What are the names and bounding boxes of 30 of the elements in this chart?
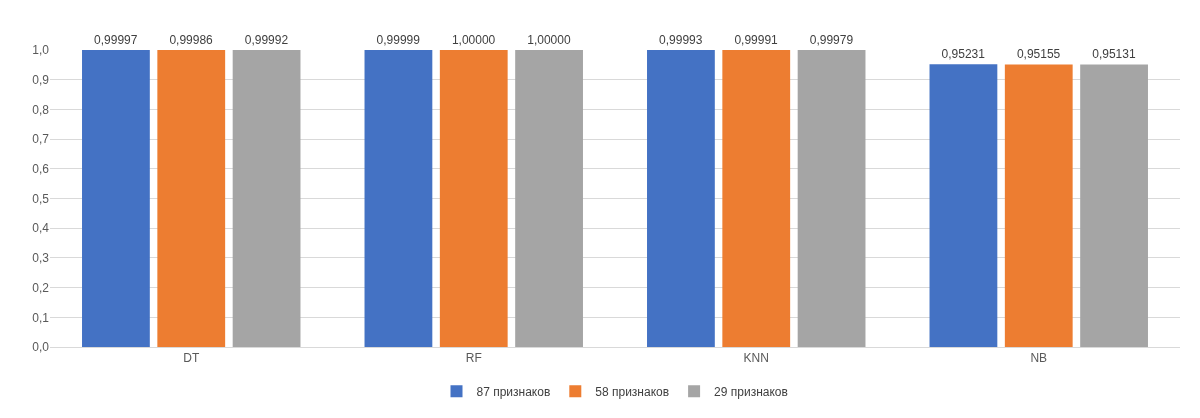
- legend-label: 58 признаков: [595, 384, 670, 399]
- x-tick-label: DT: [183, 351, 200, 366]
- data-label: 0,99986: [169, 33, 214, 48]
- data-label: 0,95231: [941, 47, 986, 62]
- data-label: 0,99992: [244, 33, 289, 48]
- y-tick-label: 1,0: [32, 43, 50, 58]
- x-tick-label: NB: [1030, 351, 1048, 366]
- data-label: 0,99991: [734, 33, 779, 48]
- data-label: 0,99999: [376, 33, 421, 47]
- y-tick-label: 0,2: [32, 280, 50, 295]
- legend-label: 87 признаков: [476, 384, 551, 399]
- legend-label: 29 признаков: [714, 384, 788, 399]
- y-tick-label: 0,6: [32, 162, 50, 176]
- y-tick-label: 0,4: [32, 221, 50, 236]
- y-tick-label: 0,8: [32, 102, 50, 117]
- y-tick-label: 0,3: [32, 251, 50, 266]
- y-tick-label: 0,0: [32, 340, 50, 355]
- data-label: 1,00000: [451, 33, 496, 47]
- data-label: 0,99993: [659, 33, 703, 48]
- y-tick-label: 0,1: [32, 310, 50, 325]
- x-tick-label: RF: [465, 351, 482, 366]
- y-tick-label: 0,7: [32, 132, 50, 147]
- y-tick-label: 0,5: [32, 191, 50, 206]
- y-tick-label: 0,9: [32, 72, 50, 87]
- data-label: 0,95155: [1016, 47, 1061, 62]
- x-tick-label: KNN: [743, 351, 769, 366]
- data-label: 0,99997: [94, 33, 138, 48]
- data-label: 1,00000: [527, 33, 571, 47]
- data-label: 0,95131: [1092, 47, 1136, 62]
- data-label: 0,99979: [809, 33, 854, 48]
